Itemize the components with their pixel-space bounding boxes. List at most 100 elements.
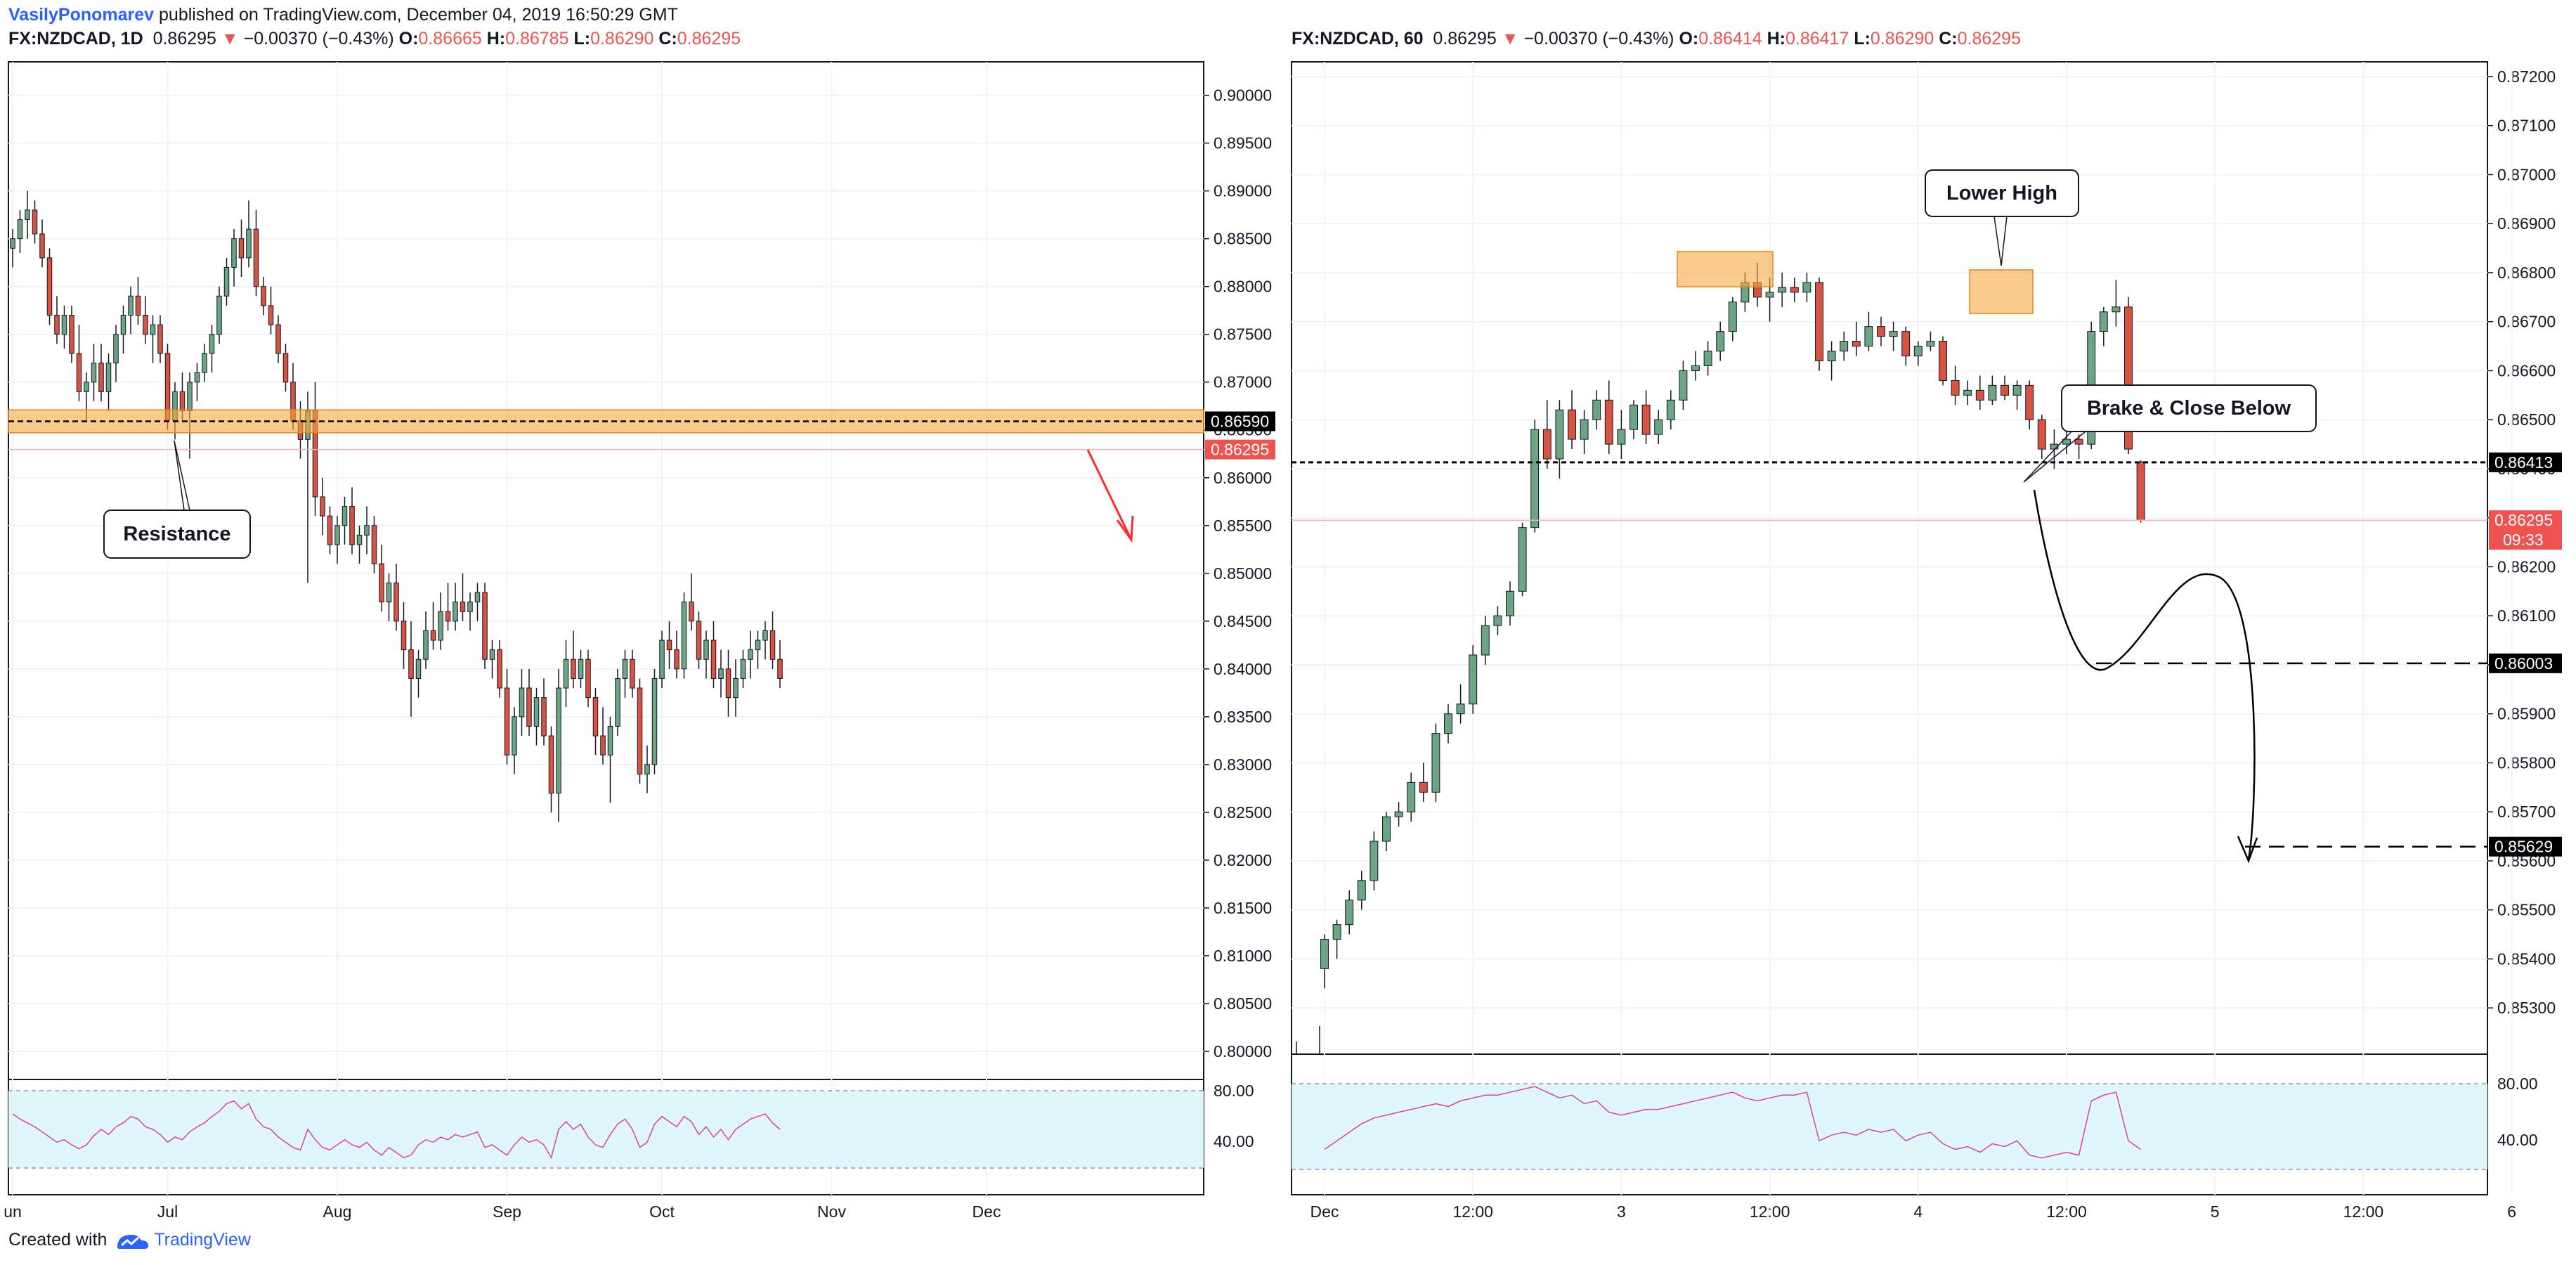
- right-candle-body: [1716, 331, 1725, 352]
- right-rsi-line: [1324, 1086, 2142, 1159]
- left-y-tick-label: 0.86000: [1214, 469, 1272, 487]
- left-candle-body: [548, 735, 554, 794]
- left-y-tick-label: 0.85500: [1214, 517, 1272, 535]
- left-candle-body: [651, 677, 658, 765]
- level-price-tag: [2489, 836, 2562, 857]
- level-price-label: 0.86003: [2494, 654, 2553, 673]
- left-candle-body: [39, 233, 45, 259]
- left-candle-body: [379, 563, 384, 603]
- left-candle-body: [61, 315, 67, 335]
- right-candle-body: [1469, 654, 1478, 705]
- left-rsi-band: [8, 1091, 1204, 1168]
- footer: Created with TradingView: [8, 1228, 251, 1251]
- right-x-tick-label: Dec: [1310, 1202, 1339, 1221]
- left-candle-body: [630, 659, 635, 689]
- right-y-tick-label: 0.85700: [2497, 803, 2556, 821]
- left-candle-body: [600, 735, 606, 755]
- bearish-arrow-head-icon: [1116, 515, 1134, 543]
- right-candle-body: [1654, 419, 1663, 435]
- left-candle-body: [194, 372, 200, 383]
- right-candle-body: [1481, 625, 1490, 656]
- left-symbol[interactable]: FX:NZDCAD, 1D: [8, 29, 143, 48]
- lower-high-callout-pointer: [1993, 216, 2008, 266]
- left-y-tick-label: 0.87500: [1214, 325, 1272, 344]
- right-candle-body: [1815, 282, 1823, 361]
- created-with-label: Created with: [8, 1230, 108, 1250]
- left-candle-body: [128, 295, 134, 316]
- right-y-tick-label: 0.86700: [2497, 313, 2556, 331]
- left-candle-body: [231, 238, 237, 268]
- right-x-tick-label: 12:00: [2046, 1202, 2087, 1221]
- left-y-tick-label: 0.81500: [1214, 899, 1272, 917]
- left-candle-body: [334, 525, 340, 545]
- left-candle-body: [54, 315, 60, 335]
- left-candle-body: [607, 725, 613, 755]
- right-candle-body: [1530, 429, 1540, 528]
- right-hourly-chart[interactable]: 0.87200 0.87100 0.87000 0.86900 0.86800 0.867…: [0, 0, 2576, 1223]
- left-candle-body: [718, 668, 724, 679]
- left-x-tick-label: Oct: [649, 1202, 675, 1221]
- right-candle-body: [1778, 287, 1787, 293]
- right-candle-body: [1827, 351, 1836, 361]
- right-candle-body: [1518, 527, 1527, 592]
- tradingview-logo-icon: [117, 1235, 149, 1250]
- right-rsi-tick-label: 40.00: [2497, 1131, 2538, 1149]
- lower-high-zone: [1969, 269, 2034, 314]
- left-rsi-tick-label: 40.00: [1214, 1132, 1254, 1150]
- author-link[interactable]: VasilyPonomarev: [8, 5, 155, 25]
- left-x-tick-label: Nov: [817, 1202, 846, 1221]
- left-candle-body: [571, 659, 576, 679]
- left-candle-body: [533, 697, 540, 727]
- left-x-tick-label: Dec: [972, 1202, 1001, 1221]
- left-x-tick-label: Aug: [323, 1202, 352, 1221]
- left-rsi-line: [12, 1100, 781, 1160]
- left-candle-body: [10, 238, 15, 249]
- right-y-tick-label: 0.86800: [2497, 264, 2556, 282]
- right-open-value: 0.86414: [1698, 29, 1762, 48]
- left-candle-body: [253, 228, 259, 287]
- right-candle-body: [1431, 733, 1440, 793]
- left-candle-body: [341, 506, 348, 526]
- right-candle-body: [1617, 429, 1626, 445]
- right-candle-body: [1394, 811, 1403, 817]
- left-candle-body: [696, 621, 702, 660]
- left-candle-body: [393, 582, 399, 622]
- lower-high-callout-box: [1925, 169, 2079, 217]
- left-candle-body: [143, 315, 148, 335]
- left-y-tick-label: 0.83000: [1214, 755, 1272, 774]
- left-daily-chart[interactable]: 0.90000 0.89500 0.89000 0.88500 0.88000 0.875…: [0, 0, 1286, 1223]
- right-x-tick-label: 12:00: [2343, 1202, 2384, 1221]
- right-candle-body: [1666, 399, 1675, 420]
- left-candle-body: [703, 640, 709, 660]
- right-y-tick-label: 0.86200: [2497, 557, 2556, 576]
- left-candle-body: [105, 363, 112, 392]
- left-candle-body: [364, 525, 370, 536]
- right-low-value: 0.86290: [1870, 29, 1934, 48]
- left-candle-body: [563, 659, 569, 689]
- left-rsi-tick-label: 80.00: [1214, 1082, 1254, 1100]
- right-y-tick-label: 0.85300: [2497, 999, 2556, 1017]
- left-candle-body: [474, 592, 481, 603]
- right-last-price: 0.86295: [1433, 29, 1497, 48]
- left-high-value: 0.86785: [505, 29, 569, 48]
- level-price-label: 0.86413: [2494, 453, 2553, 472]
- left-y-tick-label: 0.89000: [1214, 182, 1272, 200]
- left-candle-body: [25, 209, 30, 220]
- right-candle-body: [1951, 379, 1960, 396]
- right-x-tick-label: 3: [1617, 1202, 1626, 1221]
- left-candle-body: [327, 515, 333, 545]
- left-candle-body: [223, 266, 230, 297]
- left-close-label: C:: [658, 29, 677, 48]
- brake-callout-pointer: [2023, 431, 2086, 483]
- right-rsi-band: [1292, 1084, 2487, 1169]
- right-candle-body: [1691, 365, 1700, 371]
- left-candle-body: [637, 687, 643, 774]
- left-candle-body: [777, 659, 783, 679]
- right-last-price-tag: [2489, 510, 2562, 550]
- right-candle-body: [1604, 399, 1613, 445]
- right-symbol[interactable]: FX:NZDCAD, 60: [1292, 29, 1424, 48]
- tradingview-brand-link[interactable]: TradingView: [154, 1230, 251, 1250]
- left-y-tick-label: 0.89500: [1214, 134, 1272, 153]
- right-candle-body: [1592, 399, 1601, 420]
- left-candle-body: [371, 525, 377, 564]
